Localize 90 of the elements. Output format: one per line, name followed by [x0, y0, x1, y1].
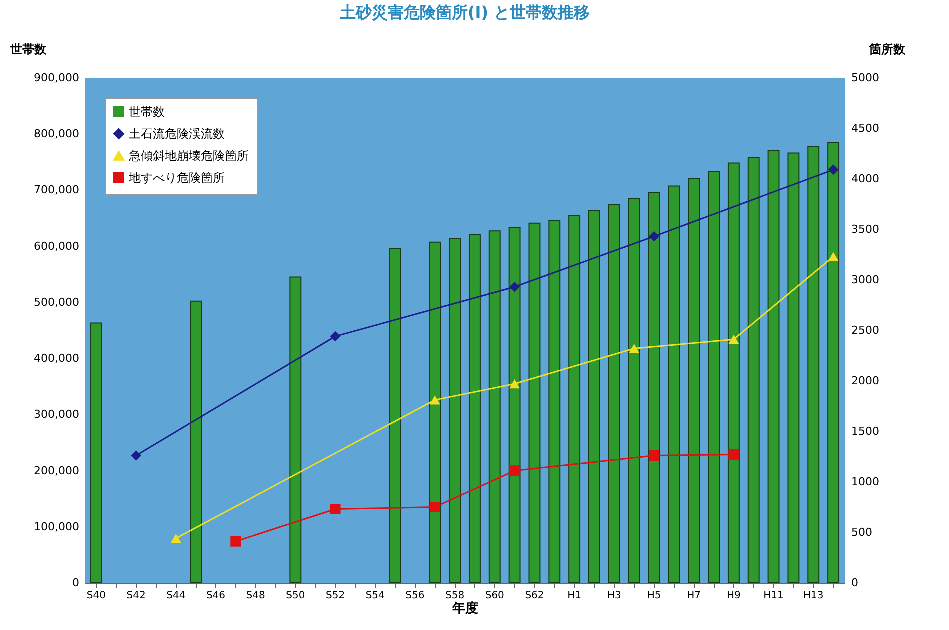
y2-tick-label: 4000	[852, 172, 880, 186]
bar	[190, 300, 202, 584]
point	[131, 450, 142, 461]
y-tick-label: 600,000	[34, 240, 80, 253]
bar	[728, 162, 740, 584]
point	[828, 164, 839, 176]
y2-tick-label: 0	[852, 576, 858, 590]
y-axis-title: 世帯数	[10, 42, 48, 56]
y-tick-label: 300,000	[34, 408, 80, 422]
y-tick-label: 500,000	[34, 296, 80, 309]
bar	[548, 220, 561, 584]
y2-tick-label: 2500	[852, 324, 880, 337]
x-tick-label: H11	[764, 590, 784, 602]
bar	[90, 322, 102, 584]
x-tick-label: H1	[568, 590, 582, 602]
y2-tick-label: 3500	[852, 223, 880, 236]
bar	[768, 150, 780, 584]
bar	[688, 178, 700, 584]
y2-axis-title: 箇所数	[868, 42, 906, 56]
x-tick-label: S52	[326, 590, 346, 602]
y2-tick-label: 1500	[852, 425, 880, 438]
y-tick-label: 200,000	[34, 464, 80, 478]
point	[170, 534, 182, 544]
point	[828, 252, 839, 262]
point	[330, 504, 341, 515]
bar	[648, 192, 660, 584]
point	[728, 449, 740, 460]
legend-label: 土石流危険渓流数	[129, 127, 225, 141]
legend-label: 急傾斜地崩壊危険箇所	[128, 149, 249, 163]
bar	[748, 157, 760, 584]
bar	[290, 276, 302, 584]
point	[649, 231, 660, 242]
point	[330, 331, 341, 342]
x-tick-label: H5	[647, 590, 662, 602]
x-tick-label: H9	[726, 590, 741, 602]
y-tick-label: 100,000	[34, 520, 80, 534]
x-tick-label: H13	[804, 590, 824, 602]
point	[510, 466, 520, 476]
x-tick-label: S40	[86, 590, 106, 602]
bar	[468, 234, 481, 584]
point	[728, 335, 740, 344]
bar	[668, 186, 680, 584]
x-tick-label: H7	[687, 590, 702, 602]
x-tick-label: S42	[126, 590, 146, 602]
bar	[488, 230, 501, 584]
bar	[708, 171, 720, 584]
bar	[568, 216, 581, 584]
y-tick-label: 400,000	[34, 352, 80, 366]
x-tick-label: H3	[607, 590, 622, 602]
bar	[389, 248, 402, 584]
x-axis-title: 年度	[452, 600, 478, 616]
chart-title: 土砂災害危険箇所(Ⅰ) と世帯数推移	[338, 3, 590, 22]
y-tick-label: 900,000	[34, 72, 80, 84]
y2-tick-label: 500	[852, 526, 872, 539]
x-tick-label: S54	[366, 590, 385, 602]
point	[510, 379, 520, 389]
bar	[449, 238, 462, 584]
legend-label: 地すべり危険箇所	[128, 171, 225, 185]
point	[649, 450, 660, 461]
legend-label: 世帯数	[129, 105, 165, 119]
point	[430, 502, 440, 512]
point	[629, 344, 640, 354]
y2-tick-label: 4500	[852, 122, 880, 135]
point	[430, 396, 440, 405]
bar	[808, 146, 820, 584]
y2-tick-label: 1000	[852, 476, 880, 488]
y2-tick-label: 2000	[852, 374, 880, 388]
bar	[828, 142, 840, 584]
y-tick-label: 700,000	[34, 184, 80, 197]
bar	[429, 242, 442, 584]
x-tick-label: S58	[446, 590, 465, 602]
bar	[788, 152, 800, 584]
point	[230, 536, 242, 547]
bar	[628, 198, 640, 584]
y-tick-label: 0	[72, 576, 80, 590]
point	[510, 282, 520, 292]
x-tick-label: S44	[166, 590, 186, 602]
x-tick-label: S50	[286, 590, 306, 602]
bar	[588, 210, 600, 584]
y2-tick-label: 5000	[852, 72, 880, 84]
x-tick-label: S60	[485, 590, 504, 602]
y-tick-label: 800,000	[34, 128, 80, 141]
x-tick-label: S46	[206, 590, 226, 602]
bar	[608, 204, 620, 584]
bar	[508, 227, 521, 584]
x-tick-label: S56	[406, 590, 425, 602]
x-tick-label: S62	[525, 590, 544, 602]
x-tick-label: S48	[246, 590, 266, 602]
y2-tick-label: 3000	[852, 274, 880, 286]
bar	[528, 222, 541, 584]
